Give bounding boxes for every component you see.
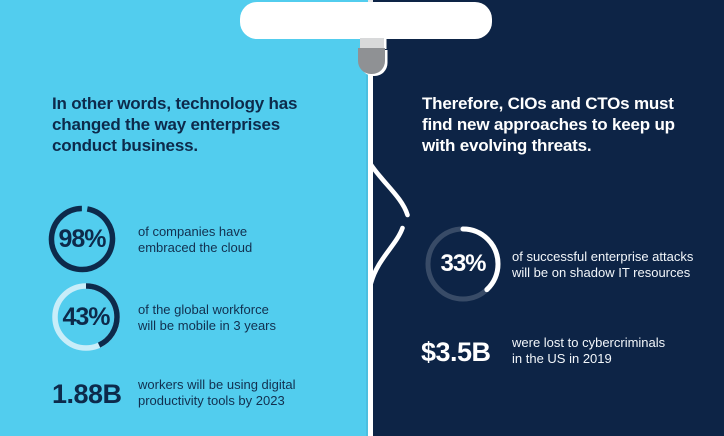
stat-value-cybercrime-loss: $3.5B [421, 337, 491, 367]
right-panel [373, 0, 724, 436]
right-heading-line: find new approaches to keep up [422, 115, 675, 134]
stat-value-98: 98% [58, 224, 106, 253]
stat-ring-cloud-adoption: 98% [46, 203, 118, 275]
donut-ring-43 [52, 283, 120, 351]
caption-line: will be mobile in 3 years [138, 317, 277, 333]
stat-caption-shadow-it: of successful enterprise attacks will be… [512, 249, 693, 280]
stat-caption-cloud-adoption: of companies have embraced the cloud [138, 224, 252, 255]
stat-caption-cybercrime-loss: were lost to cybercriminals in the US in… [512, 335, 665, 366]
plug-body-icon [358, 48, 385, 74]
stat-caption-workers: workers will be using digital productivi… [138, 377, 296, 408]
caption-line: workers will be using digital [138, 377, 296, 392]
caption-line: of the global workforce [138, 302, 269, 317]
stat-value-workers: 1.88B [52, 379, 122, 409]
cord-divider-line [368, 20, 373, 436]
right-heading-line: with evolving threats. [422, 136, 592, 155]
donut-ring-33 [425, 226, 501, 302]
left-heading-line: conduct business. [52, 136, 198, 155]
stat-ring-mobile-workforce: 43% [50, 281, 122, 353]
caption-line: productivity tools by 2023 [138, 392, 285, 408]
ring-arc-43 [52, 283, 120, 351]
caption-line: embraced the cloud [138, 239, 253, 255]
caption-line: were lost to cybercriminals [512, 335, 666, 350]
left-heading: In other words, technology has changed t… [52, 93, 297, 156]
left-heading-line: In other words, technology has [52, 94, 298, 113]
ring-arc-98 [48, 205, 116, 273]
plug-collar-icon [360, 38, 384, 49]
stat-value-43: 43% [62, 302, 110, 331]
stat-value-33: 33% [440, 250, 486, 277]
caption-line: will be on shadow IT resources [512, 264, 691, 280]
caption-line: in the US in 2019 [512, 350, 612, 366]
caption-line: of successful enterprise attacks [512, 249, 694, 264]
left-heading-line: changed the way enterprises [52, 115, 280, 134]
stat-ring-shadow-it: 33% [423, 224, 503, 304]
cloud-icon [240, 2, 492, 39]
right-heading: Therefore, CIOs and CTOs must find new a… [422, 93, 675, 156]
caption-line: of companies have [138, 224, 248, 239]
ring-arc-33 [425, 226, 501, 302]
right-heading-line: Therefore, CIOs and CTOs must [422, 94, 674, 113]
donut-ring-98 [48, 205, 116, 273]
stat-caption-mobile-workforce: of the global workforce will be mobile i… [138, 302, 276, 333]
